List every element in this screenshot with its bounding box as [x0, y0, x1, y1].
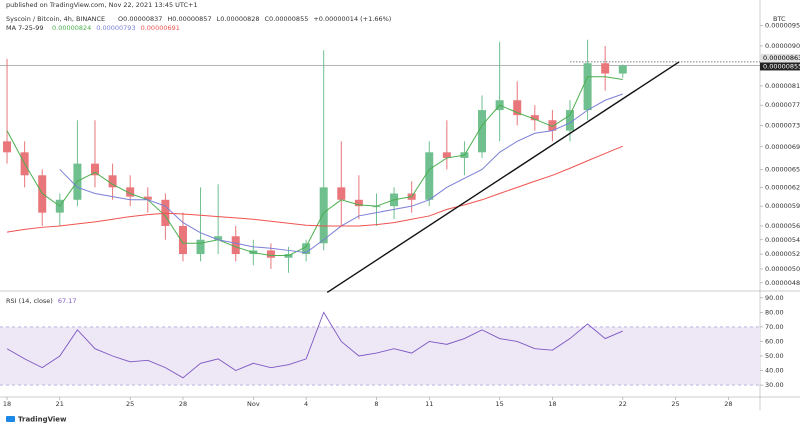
x-tick-label: 25: [126, 400, 134, 408]
logo-text: TradingView: [18, 416, 67, 424]
ohlc-value: C0.00000855: [265, 15, 309, 23]
ohlc-value: +0.00000014 (+1.66%): [313, 15, 391, 23]
unit: BTC: [773, 15, 786, 23]
x-tick-label: 4: [304, 400, 308, 408]
candle-body: [337, 187, 346, 200]
ma-label: MA 7-25-99: [6, 24, 44, 32]
x-tick-label: 18: [548, 400, 556, 408]
rsi-value: 67.17: [58, 297, 77, 305]
candle-body: [214, 236, 223, 240]
rsi-title: RSI (14, close): [6, 297, 53, 305]
x-tick-label: 28: [724, 400, 732, 408]
candle-body: [143, 196, 152, 200]
candle-body: [126, 187, 135, 197]
candle-body: [530, 115, 539, 121]
rsi-tick-label: 60.00: [765, 337, 784, 345]
candle-body: [319, 187, 328, 244]
candle-body: [513, 100, 522, 116]
candle-body: [231, 236, 240, 255]
x-tick-label: 8: [374, 400, 378, 408]
moving-average: [6, 145, 623, 233]
candle-body: [302, 243, 311, 255]
rsi-tick-label: 30.00: [765, 381, 784, 389]
x-tick-label: 18: [3, 400, 11, 408]
candle-body: [425, 152, 434, 200]
symbol-title: Syscoin / Bitcoin, 4h, BINANCE: [6, 15, 105, 23]
ma-value: 0.00000793: [96, 24, 135, 32]
candle-body: [266, 250, 275, 258]
x-tick-label: 25: [671, 400, 679, 408]
high-label: 0.00000863: [763, 54, 800, 62]
logo: TradingView: [6, 416, 67, 424]
candle-body: [354, 199, 363, 207]
rsi-tick-label: 80.00: [765, 308, 784, 316]
candle-body: [566, 110, 574, 131]
x-tick-label: 15: [495, 400, 503, 408]
ohlc-value: O0.00000837: [118, 15, 162, 23]
ohlc-value: H0.00000857: [167, 15, 211, 23]
y-tick-label: 0.00000482: [765, 279, 800, 287]
candle-body: [601, 63, 610, 74]
candle-body: [3, 141, 12, 153]
rsi-tick-label: 90.00: [765, 294, 784, 302]
rsi-tick-label: 40.00: [765, 367, 784, 375]
moving-average: [6, 76, 623, 257]
x-tick-label: 22: [619, 400, 627, 408]
candle-body: [91, 163, 99, 176]
candle-body: [196, 239, 205, 255]
trendline: [326, 61, 680, 293]
rsi-band: [0, 326, 760, 386]
rsi-line: [6, 311, 623, 379]
candle-body: [478, 110, 487, 153]
candle-body: [442, 152, 451, 158]
candle-body: [108, 175, 117, 188]
candle-body: [618, 65, 627, 74]
candle-body: [548, 120, 557, 131]
x-tick-label: 11: [425, 400, 433, 408]
rsi-tick-label: 50.00: [765, 352, 784, 360]
ma-value: 0.00000824: [52, 24, 91, 32]
candle-body: [178, 225, 187, 255]
rsi-tick-label: 70.00: [765, 323, 784, 331]
plot: [0, 39, 760, 386]
x-tick-label: Nov: [247, 400, 260, 408]
logo-icon: [6, 416, 15, 422]
publisher: published on TradingView.com, Nov 22, 20…: [6, 1, 198, 9]
x-tick-label: 21: [56, 400, 64, 408]
high-label-box: [760, 53, 800, 62]
candle-body: [583, 63, 592, 111]
ohlc-value: L0.00000828: [217, 15, 260, 23]
last-price-box: [760, 62, 800, 71]
ma-value: 0.00000691: [141, 24, 180, 32]
last-price-label: 0.00000855: [763, 62, 800, 70]
x-tick-label: 28: [179, 400, 187, 408]
